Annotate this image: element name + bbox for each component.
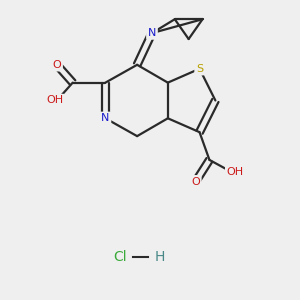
Text: N: N xyxy=(148,28,156,38)
Text: S: S xyxy=(196,64,203,74)
Text: O: O xyxy=(52,60,61,70)
Text: OH: OH xyxy=(226,167,244,177)
Text: H: H xyxy=(155,250,165,264)
Text: O: O xyxy=(191,177,200,187)
Text: OH: OH xyxy=(46,95,64,106)
Text: Cl: Cl xyxy=(113,250,127,264)
Text: N: N xyxy=(101,113,110,123)
